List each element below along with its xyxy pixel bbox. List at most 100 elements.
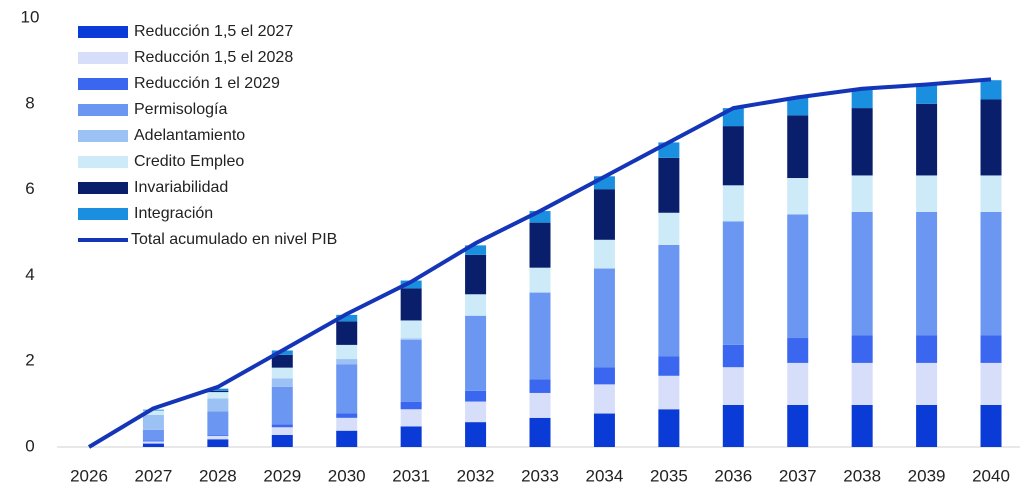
bar-segment (787, 178, 809, 215)
bar-segment (142, 443, 164, 447)
legend-label: Adelantamiento (134, 127, 245, 144)
bar-segment (271, 354, 293, 368)
bar-segment (207, 392, 229, 399)
bar-segment (336, 430, 358, 447)
bar-segment (916, 103, 938, 176)
legend-swatch (78, 182, 128, 194)
y-tick-label: 6 (25, 179, 34, 198)
bar-segment (529, 267, 551, 293)
x-tick-label: 2034 (586, 466, 624, 485)
bar-segment (722, 126, 744, 186)
bar-segment (593, 189, 615, 240)
bar-segment (980, 80, 1002, 100)
bar-segment (529, 379, 551, 393)
bar-segment (722, 404, 744, 447)
y-tick-label: 0 (25, 436, 34, 455)
x-tick-label: 2030 (328, 466, 366, 485)
legend-label: Reducción 1,5 el 2028 (134, 49, 293, 66)
bar-segment (336, 413, 358, 418)
x-tick-label: 2028 (199, 466, 237, 485)
legend-swatch (78, 156, 128, 168)
bar-segment (271, 427, 293, 435)
bar-segment (142, 441, 164, 444)
bar-segment (851, 90, 873, 109)
legend-label: Reducción 1,5 el 2027 (134, 23, 293, 40)
bar-segment (465, 315, 487, 391)
bar-segment (465, 390, 487, 402)
x-tick-label: 2026 (70, 466, 108, 485)
bar-segment (271, 378, 293, 387)
bar-segment (593, 268, 615, 368)
bar-segment (851, 335, 873, 363)
bar-segment (207, 411, 229, 435)
x-tick-label: 2027 (135, 466, 173, 485)
bar-segment (916, 211, 938, 336)
bar-segment (722, 344, 744, 368)
bar-segment (529, 211, 551, 223)
bar-segment (916, 84, 938, 104)
bar-segment (336, 314, 358, 322)
legend-label: Credito Empleo (134, 153, 244, 170)
bar-segment (658, 375, 680, 410)
y-tick-label: 10 (21, 7, 40, 26)
bar-segment (271, 386, 293, 425)
x-tick-label: 2040 (972, 466, 1010, 485)
bar-segment (851, 404, 873, 447)
bar-segment (787, 362, 809, 405)
bar-segment (400, 280, 422, 289)
y-tick-label: 4 (25, 265, 34, 284)
x-tick-label: 2037 (779, 466, 817, 485)
legend-swatch (78, 26, 128, 38)
legend-swatch (78, 78, 128, 90)
bar-segment (593, 239, 615, 269)
bar-segment (787, 97, 809, 116)
bar-segment (207, 434, 229, 436)
x-tick-label: 2036 (714, 466, 752, 485)
bar-segment (916, 404, 938, 447)
bar-segment (336, 417, 358, 431)
legend-label: Reducción 1 el 2029 (134, 75, 280, 92)
bar-segment (400, 320, 422, 339)
bar-segment (207, 390, 229, 393)
bar-segment (142, 410, 164, 415)
bar-segment (271, 424, 293, 428)
bar-segment (916, 362, 938, 405)
bar-segment (980, 404, 1002, 447)
bar-segment (400, 338, 422, 340)
bar-segment (336, 359, 358, 365)
bar-segment (851, 108, 873, 176)
legend-label: Integración (134, 205, 213, 222)
x-tick-label: 2039 (908, 466, 946, 485)
bar-segment (851, 175, 873, 212)
bar-segment (465, 401, 487, 423)
bar-segment (916, 335, 938, 363)
bar-segment (336, 344, 358, 360)
y-tick-label: 8 (25, 93, 34, 112)
legend-label: Total acumulado en nivel PIB (131, 231, 337, 248)
bar-segment (529, 222, 551, 268)
bar-segment (851, 362, 873, 405)
bar-segment (529, 392, 551, 418)
total-line (87, 77, 992, 449)
y-tick-label: 2 (25, 351, 34, 370)
bar-segment (465, 422, 487, 447)
bar-segment (207, 439, 229, 447)
bar-segment (593, 384, 615, 414)
bar-segment (980, 362, 1002, 405)
bar-segment (851, 211, 873, 336)
bar-segment (593, 367, 615, 385)
legend-label: Invariabilidad (134, 179, 228, 196)
x-tick-label: 2033 (521, 466, 559, 485)
bar-segment (400, 339, 422, 402)
legend-swatch (78, 52, 128, 64)
x-tick-label: 2029 (263, 466, 301, 485)
bar-segment (658, 244, 680, 357)
bar-segment (207, 435, 229, 440)
bar-segment (722, 185, 744, 222)
bar-segment (787, 404, 809, 447)
legend-label: Permisología (134, 101, 227, 118)
bar-segment (400, 426, 422, 447)
bar-segment (142, 414, 164, 430)
bar-segment (980, 335, 1002, 363)
bar-segment (787, 338, 809, 363)
